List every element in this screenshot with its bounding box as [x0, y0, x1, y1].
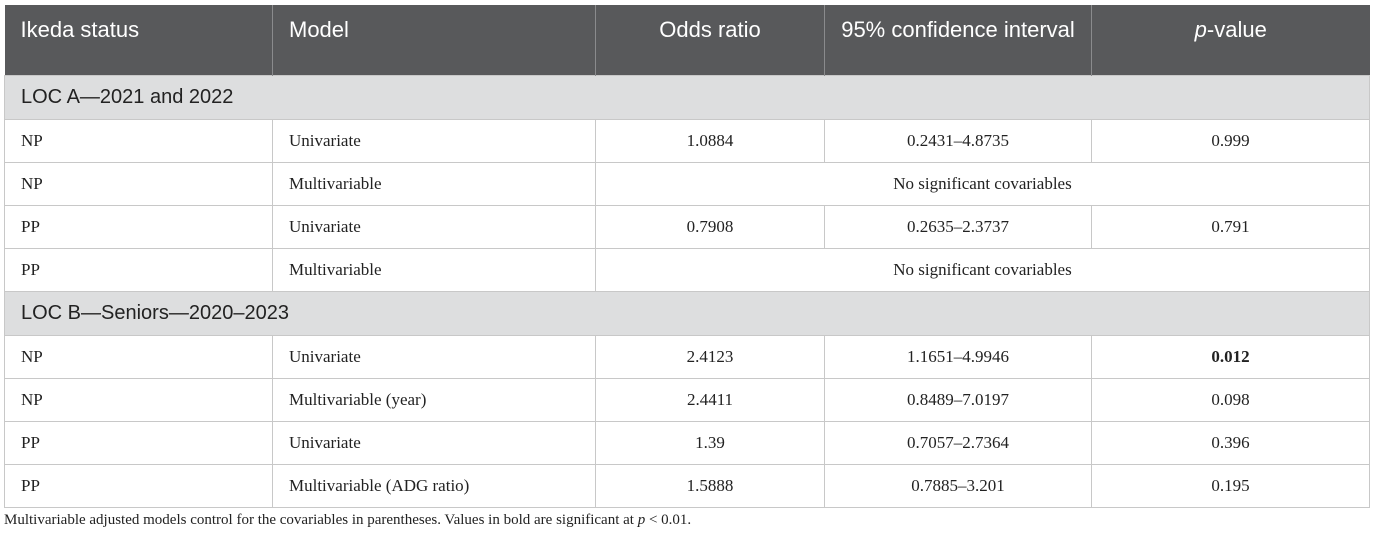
section-title: LOC B—Seniors—2020–2023	[4, 291, 1370, 336]
data-row: PP Multivariable No significant covariable…	[4, 248, 1370, 292]
cell: No significant covariables	[595, 162, 1370, 206]
section-row: LOC B—Seniors—2020–2023	[4, 291, 1370, 336]
footnote-text: < 0.01.	[645, 512, 692, 528]
results-table: Ikeda status Model Odds ratio 95% confidenc…	[4, 5, 1370, 508]
cell: Univariate	[272, 335, 596, 379]
cell: Univariate	[272, 119, 596, 163]
header-cell: Ikeda status	[4, 5, 273, 76]
cell: 0.2431–4.8735	[824, 119, 1092, 163]
header-italic: p	[1194, 17, 1207, 42]
data-row: NP Multivariable No significant covariable…	[4, 162, 1370, 206]
cell: 0.012	[1091, 335, 1370, 379]
data-row: NP Multivariable (year) 2.4411 0.8489–7.019…	[4, 378, 1370, 422]
cell: 0.396	[1091, 421, 1370, 465]
cell: Univariate	[272, 421, 596, 465]
cell: 0.7885–3.201	[824, 464, 1092, 508]
data-row: NP Univariate 2.4123 1.1651–4.9946 0.012	[4, 335, 1370, 379]
header-row: Ikeda status Model Odds ratio 95% confidenc…	[4, 5, 1370, 76]
cell: 0.999	[1091, 119, 1370, 163]
cell: 0.7908	[595, 205, 825, 249]
cell: 0.791	[1091, 205, 1370, 249]
cell: 2.4411	[595, 378, 825, 422]
cell: No significant covariables	[595, 248, 1370, 292]
data-row: PP Univariate 1.39 0.7057–2.7364 0.396	[4, 421, 1370, 465]
cell: 0.098	[1091, 378, 1370, 422]
data-row: PP Univariate 0.7908 0.2635–2.3737 0.791	[4, 205, 1370, 249]
footnote-text: p	[637, 512, 646, 528]
cell: 0.2635–2.3737	[824, 205, 1092, 249]
cell: NP	[4, 119, 273, 163]
cell: NP	[4, 378, 273, 422]
footnote-text: Multivariable adjusted models control fo…	[4, 512, 638, 528]
cell: 1.5888	[595, 464, 825, 508]
cell: NP	[4, 335, 273, 379]
cell: 0.7057–2.7364	[824, 421, 1092, 465]
cell: PP	[4, 205, 273, 249]
cell: Multivariable	[272, 162, 596, 206]
cell: Multivariable	[272, 248, 596, 292]
cell: 0.8489–7.0197	[824, 378, 1092, 422]
header-cell: Odds ratio	[595, 5, 825, 76]
cell: 2.4123	[595, 335, 825, 379]
header-cell: p-value	[1091, 5, 1370, 76]
cell: Multivariable (ADG ratio)	[272, 464, 596, 508]
cell: 0.195	[1091, 464, 1370, 508]
header-text: -value	[1206, 17, 1267, 42]
data-row: NP Univariate 1.0884 0.2431–4.8735 0.999	[4, 119, 1370, 163]
cell: PP	[4, 464, 273, 508]
cell: 1.0884	[595, 119, 825, 163]
footnote: Multivariable adjusted models control fo…	[4, 512, 691, 529]
cell: PP	[4, 421, 273, 465]
cell: Univariate	[272, 205, 596, 249]
cell: Multivariable (year)	[272, 378, 596, 422]
header-cell: 95% confidence interval	[824, 5, 1092, 76]
header-cell: Model	[272, 5, 596, 76]
cell: NP	[4, 162, 273, 206]
cell: PP	[4, 248, 273, 292]
section-title: LOC A—2021 and 2022	[4, 75, 1370, 120]
section-row: LOC A—2021 and 2022	[4, 75, 1370, 120]
cell: 1.1651–4.9946	[824, 335, 1092, 379]
cell: 1.39	[595, 421, 825, 465]
data-row: PP Multivariable (ADG ratio) 1.5888 0.7885–…	[4, 464, 1370, 508]
